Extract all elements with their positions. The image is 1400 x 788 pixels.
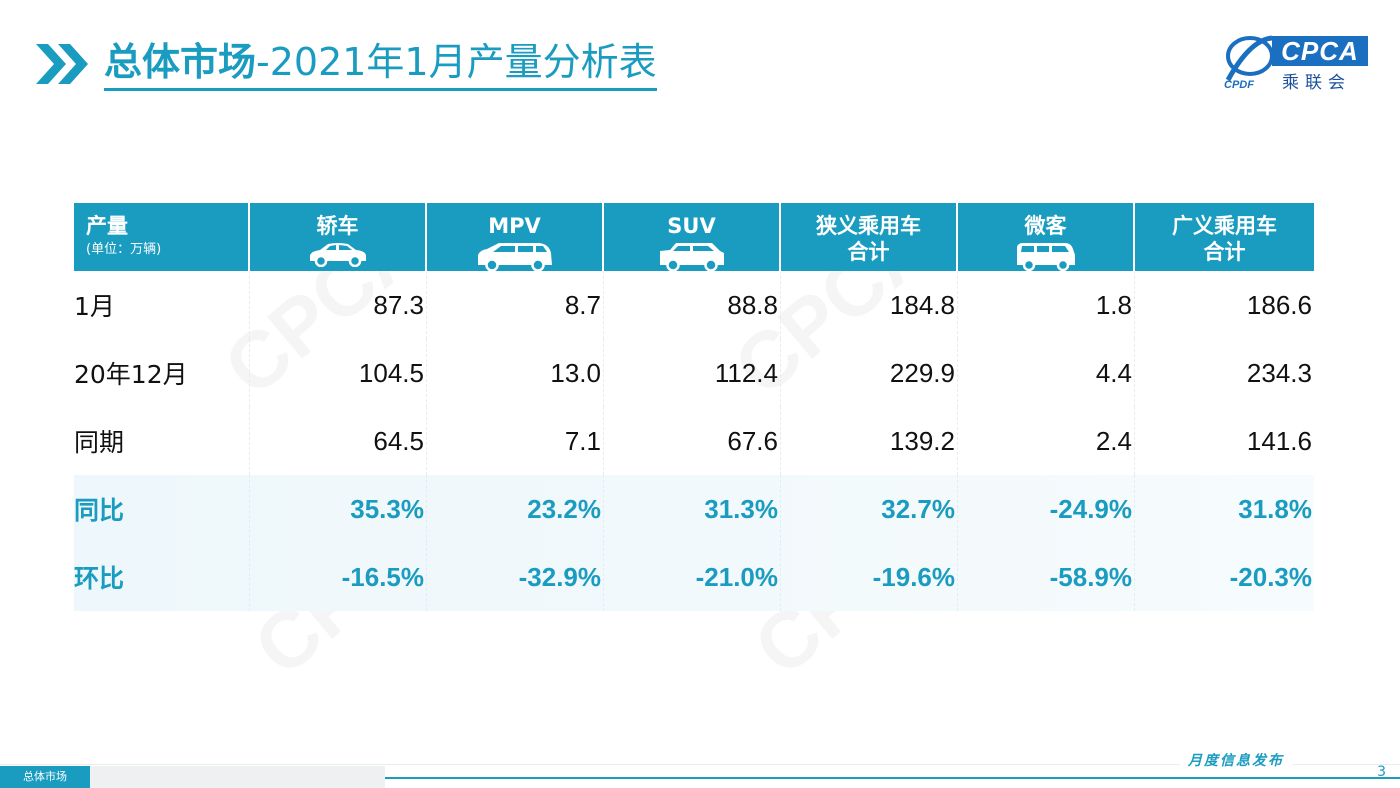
row-label: 同期 (74, 407, 250, 475)
table-cell: 141.6 (1246, 425, 1312, 456)
table-cell: 31.3% (604, 475, 781, 543)
table-cell: 32.7% (781, 475, 958, 543)
table-cell: -16.5% (250, 543, 427, 611)
cpca-logo: CPDF CPCA 乘联会 (1220, 30, 1370, 93)
header-mpv: MPV (427, 203, 604, 271)
page-title-bold: 总体市场 (104, 39, 257, 84)
minivan-icon (1016, 243, 1075, 271)
table-row: 同期 64.5 7.1 67.6 139.2 2.4 141.6 (74, 407, 1314, 475)
row-label: 1月 (74, 271, 250, 339)
page-title: 总体市场-2021年1月产量分析表 (104, 38, 657, 91)
table-header: 产量 (单位：万辆) 轿车 MPV SUV (74, 203, 1314, 271)
table-cell: 112.4 (604, 339, 781, 407)
table-row: 1月 87.3 8.7 88.8 184.8 1.8 186.6 (74, 271, 1314, 339)
header-label: 轿车 (316, 214, 359, 238)
table-cell: 139.2 (781, 407, 958, 475)
table-cell: 2.4 (958, 407, 1135, 475)
header-sedan: 轿车 (250, 203, 427, 271)
table-cell: 229.9 (781, 339, 958, 407)
sedan-icon (309, 243, 366, 267)
footer-tab-2[interactable] (90, 766, 190, 788)
table-cell: 88.8 (604, 271, 781, 339)
table-cell: 31.8% (1238, 493, 1312, 524)
table-cell: 104.5 (250, 339, 427, 407)
table-cell: 184.8 (781, 271, 958, 339)
svg-text:CPDF: CPDF (1224, 79, 1254, 90)
table-row: 20年12月 104.5 13.0 112.4 229.9 4.4 234.3 (74, 339, 1314, 407)
table-cell: 67.6 (604, 407, 781, 475)
footer-tab-3[interactable] (190, 766, 290, 788)
table-cell: 234.3 (1246, 357, 1312, 388)
header-broad-total: 广义乘用车 合计 (1135, 203, 1314, 271)
table-cell: 8.7 (427, 271, 604, 339)
header-label: 微客 (1024, 214, 1067, 238)
table-cell: 1.8 (958, 271, 1135, 339)
row-label: 20年12月 (74, 339, 250, 407)
table-cell: 35.3% (250, 475, 427, 543)
table-row: 环比 -16.5% -32.9% -21.0% -19.6% -58.9% -20.3% (74, 543, 1314, 611)
header-unit-sub: (单位：万辆) (86, 242, 162, 257)
header-unit-label: 产量 (86, 214, 128, 238)
table-cell: -20.3% (1229, 561, 1312, 592)
header-narrow-total: 狭义乘用车 合计 (781, 203, 958, 271)
table-cell: -24.9% (958, 475, 1135, 543)
page-title-rest: -2021年1月产量分析表 (256, 39, 657, 84)
row-label: 同比 (74, 475, 250, 543)
table-cell: 7.1 (427, 407, 604, 475)
logo-cn-text: 乘联会 (1282, 73, 1351, 93)
table-row: 同比 35.3% 23.2% 31.3% 32.7% -24.9% 31.8% (74, 475, 1314, 543)
header-label: 广义乘用车 合计 (1172, 214, 1277, 264)
production-table: 产量 (单位：万辆) 轿车 MPV SUV (74, 203, 1314, 611)
header-unit-cell: 产量 (单位：万辆) (74, 203, 250, 271)
footer: 总体市场 月度信息发布 3 (0, 750, 1400, 788)
header-label: SUV (667, 214, 716, 238)
footer-release-label: 月度信息发布 (1180, 750, 1292, 770)
logo-text: CPCA (1272, 36, 1368, 66)
suv-icon (659, 243, 724, 271)
row-label: 环比 (74, 543, 250, 611)
footer-top-line (0, 764, 1400, 765)
table-body: 1月 87.3 8.7 88.8 184.8 1.8 186.6 20年12月 104.5 13.… (74, 271, 1314, 611)
table-cell: 64.5 (250, 407, 427, 475)
page-number: 3 (1377, 764, 1386, 780)
table-cell: 4.4 (958, 339, 1135, 407)
table-cell: 13.0 (427, 339, 604, 407)
title-bar: 总体市场-2021年1月产量分析表 (36, 36, 657, 92)
header-minivan: 微客 (958, 203, 1135, 271)
footer-tab-overall-market[interactable]: 总体市场 (0, 766, 90, 788)
table-cell: -58.9% (958, 543, 1135, 611)
table-cell: 23.2% (427, 475, 604, 543)
table-cell: 186.6 (1246, 289, 1312, 320)
mpv-icon (477, 243, 552, 271)
table-cell: -19.6% (781, 543, 958, 611)
header-label: MPV (488, 214, 541, 238)
header-label: 狭义乘用车 合计 (816, 214, 921, 264)
double-chevron-icon (36, 44, 88, 84)
table-cell: -32.9% (427, 543, 604, 611)
footer-tab-4[interactable] (290, 766, 385, 788)
table-cell: 87.3 (250, 271, 427, 339)
header-suv: SUV (604, 203, 781, 271)
cpca-emblem-icon: CPDF (1224, 35, 1274, 90)
footer-line (385, 777, 1400, 779)
table-cell: -21.0% (604, 543, 781, 611)
